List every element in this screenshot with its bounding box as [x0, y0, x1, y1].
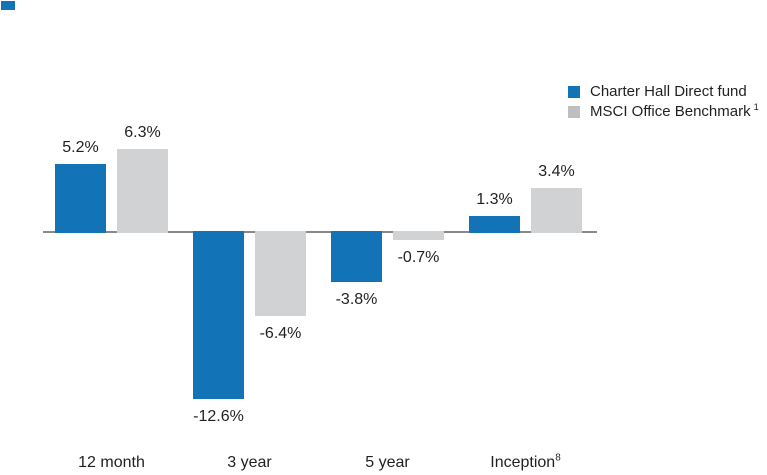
bar-fund-3-year	[193, 231, 244, 399]
bar-benchmark-3-year	[255, 231, 306, 316]
x-axis-label-inception: Inception8	[461, 452, 591, 471]
value-label-fund-3-year: -12.6%	[193, 408, 244, 425]
value-label-fund-inception: 1.3%	[476, 191, 513, 208]
legend-label-fund: Charter Hall Direct fund	[590, 83, 747, 100]
x-axis-zero-line	[43, 231, 597, 233]
chart-legend: Charter Hall Direct fund MSCI Office Ben…	[568, 82, 759, 122]
x-axis-label-text: Inception	[490, 454, 556, 471]
bar-benchmark-5-year	[393, 231, 444, 240]
legend-label-benchmark: MSCI Office Benchmark 1	[590, 102, 759, 120]
value-label-benchmark-5-year: -0.7%	[397, 249, 440, 266]
x-axis-label-12-month: 12 month	[47, 454, 177, 471]
bar-benchmark-12-month	[117, 149, 168, 233]
value-label-benchmark-3-year: -6.4%	[259, 325, 302, 342]
x-axis-label-5-year: 5 year	[323, 454, 453, 471]
x-axis-label-3-year: 3 year	[185, 454, 315, 471]
x-axis-label-text: 5 year	[365, 454, 410, 471]
value-label-fund-5-year: -3.8%	[335, 291, 378, 308]
legend-item-benchmark: MSCI Office Benchmark 1	[568, 102, 759, 122]
value-label-benchmark-12-month: 6.3%	[124, 124, 161, 141]
bar-benchmark-inception	[531, 188, 582, 233]
bar-fund-12-month	[55, 164, 106, 233]
x-axis-label-superscript: 8	[555, 452, 561, 464]
legend-item-fund: Charter Hall Direct fund	[568, 82, 759, 102]
corner-marker-square	[1, 1, 15, 10]
fund-swatch-icon	[568, 86, 580, 98]
x-axis-label-text: 12 month	[78, 454, 145, 471]
benchmark-swatch-icon	[568, 106, 580, 118]
legend-benchmark-superscript: 1	[753, 102, 759, 112]
value-label-fund-12-month: 5.2%	[62, 139, 99, 156]
value-label-benchmark-inception: 3.4%	[538, 163, 575, 180]
x-axis-label-text: 3 year	[227, 454, 272, 471]
bar-fund-5-year	[331, 231, 382, 282]
bar-fund-inception	[469, 216, 520, 233]
